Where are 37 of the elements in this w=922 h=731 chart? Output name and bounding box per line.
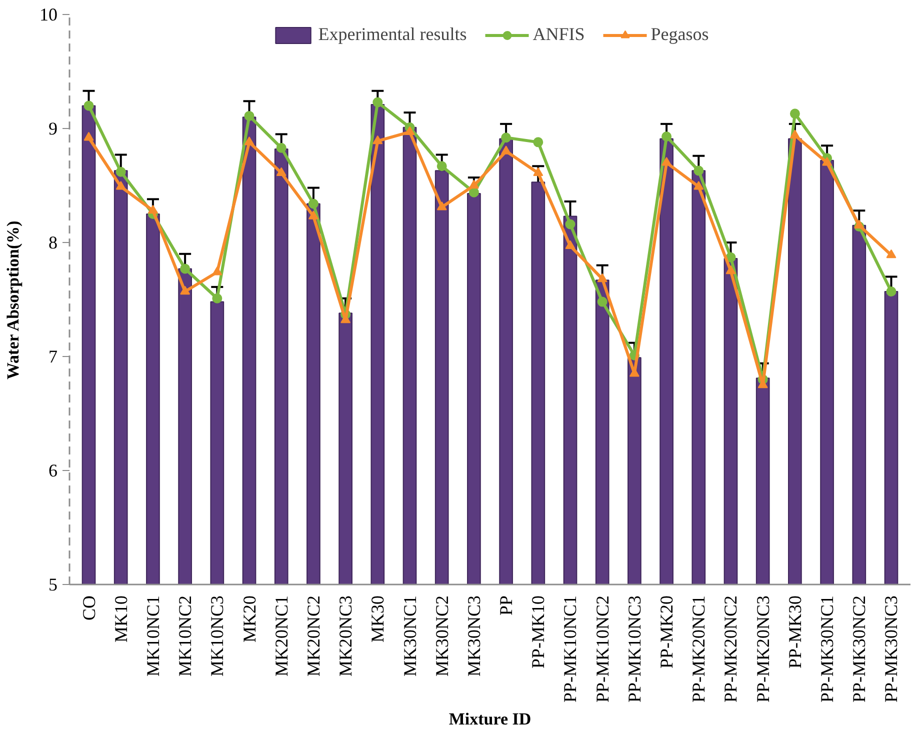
x-tick-label: MK10NC3 bbox=[207, 595, 228, 677]
x-axis-title: Mixture ID bbox=[448, 710, 532, 729]
x-tick-label: PP bbox=[496, 595, 516, 616]
x-tick-label: MK10NC2 bbox=[175, 595, 196, 677]
x-tick-label: PP-MK30 bbox=[784, 595, 805, 669]
x-tick-label: PP-MK20NC2 bbox=[720, 595, 741, 703]
legend-label: Pegasos bbox=[650, 24, 709, 45]
x-tick-label: PP-MK20 bbox=[656, 595, 677, 669]
y-tick-label: 6 bbox=[48, 460, 58, 480]
y-tick-label: 10 bbox=[40, 4, 58, 24]
x-tick-label: PP-MK30NC2 bbox=[849, 595, 870, 703]
x-tick-label: MK30NC1 bbox=[400, 595, 420, 677]
legend-label: ANFIS bbox=[532, 24, 585, 45]
x-tick-label: PP-MK10NC2 bbox=[592, 595, 612, 703]
x-tick-label: MK10 bbox=[110, 595, 131, 643]
y-tick-label: 7 bbox=[48, 346, 58, 366]
x-tick-label: PP-MK20NC3 bbox=[752, 595, 773, 703]
x-tick-label: MK20 bbox=[239, 595, 260, 643]
x-tick-label: MK20NC2 bbox=[303, 595, 324, 677]
x-tick-label: PP-MK30NC3 bbox=[881, 595, 902, 703]
x-tick-label: PP-MK30NC1 bbox=[817, 595, 838, 703]
x-tick-label: PP-MK10 bbox=[528, 595, 548, 669]
x-tick-label: MK30NC2 bbox=[432, 595, 452, 677]
y-tick-label: 5 bbox=[48, 574, 58, 594]
x-tick-label: MK20NC1 bbox=[271, 595, 292, 677]
x-tick-label: PP-MK10NC1 bbox=[560, 595, 580, 703]
y-axis-title: Water Absorption(%) bbox=[4, 220, 22, 380]
y-tick-label: 8 bbox=[48, 232, 58, 252]
x-tick-label: MK30 bbox=[368, 595, 388, 643]
x-tick-label: CO bbox=[78, 595, 99, 621]
x-tick-label: MK30NC3 bbox=[464, 595, 484, 677]
x-tick-label: PP-MK10NC3 bbox=[624, 595, 644, 703]
legend-label: Experimental results bbox=[318, 24, 467, 45]
y-tick-label: 9 bbox=[48, 118, 58, 138]
x-tick-label: PP-MK20NC1 bbox=[688, 595, 709, 703]
x-tick-label: MK10NC1 bbox=[142, 595, 163, 677]
x-tick-label: MK20NC3 bbox=[336, 595, 356, 677]
